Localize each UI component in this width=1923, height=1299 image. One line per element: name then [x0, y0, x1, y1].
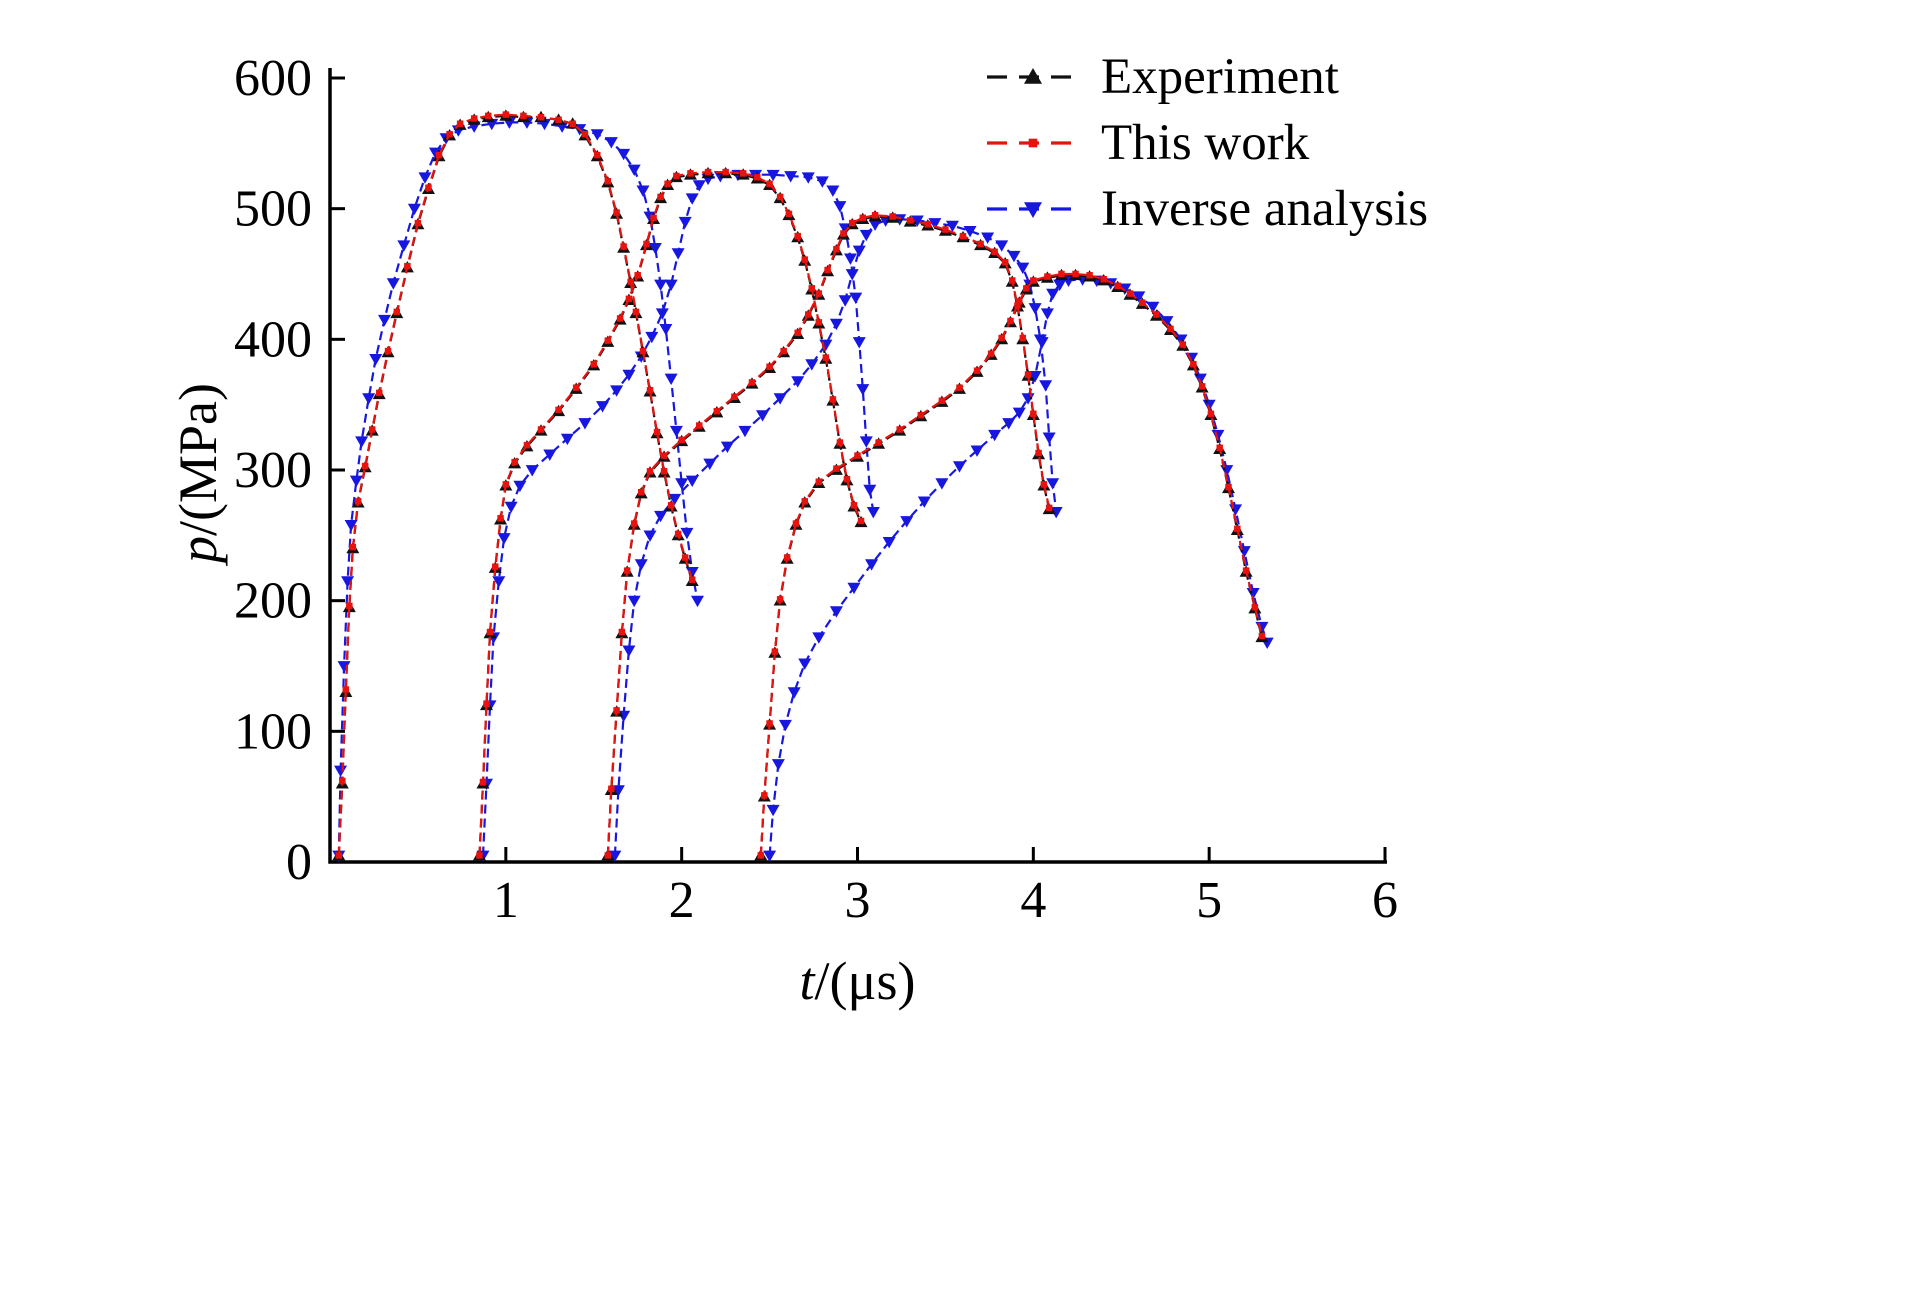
y-axis-title-symbol: p [168, 536, 228, 563]
legend: Experiment This work Inverse analysis [985, 48, 1428, 238]
legend-item-experiment: Experiment [985, 48, 1428, 106]
x-axis-title-units: /(μs) [814, 951, 916, 1011]
y-tick-label: 400 [234, 311, 312, 368]
y-axis-title-units: /(MPa) [168, 383, 228, 536]
y-tick-label: 600 [234, 50, 312, 107]
y-tick-label: 300 [234, 442, 312, 499]
x-tick-label: 6 [1372, 872, 1398, 929]
x-tick-label: 3 [845, 872, 871, 929]
legend-sample-inverse-analysis-icon [987, 202, 1079, 218]
series-this-work-markers [335, 111, 1266, 859]
y-tick-label: 0 [286, 834, 312, 891]
x-tick-label: 1 [493, 872, 519, 929]
y-tick-label: 500 [234, 181, 312, 238]
axis-ticks [330, 76, 1387, 864]
legend-label-inverse-analysis: Inverse analysis [1101, 181, 1429, 237]
y-tick-label: 200 [234, 573, 312, 630]
x-axis-title-symbol: t [799, 951, 815, 1011]
legend-item-inverse-analysis: Inverse analysis [985, 180, 1428, 238]
x-tick-label: 2 [669, 872, 695, 929]
x-tick-label: 5 [1196, 872, 1222, 929]
y-axis-title: p/(MPa) [167, 263, 229, 683]
x-axis-title: t/(μs) [330, 950, 1385, 1012]
legend-label-experiment: Experiment [1101, 49, 1339, 105]
legend-label-this-work: This work [1101, 115, 1310, 171]
legend-sample-this-work-icon [987, 138, 1079, 148]
legend-item-this-work: This work [985, 114, 1428, 172]
legend-sample-experiment-icon [987, 68, 1079, 84]
x-tick-label: 4 [1020, 872, 1046, 929]
axis-tick-labels: 1 2 3 4 5 6 0 100 200 300 400 500 600 [234, 50, 1398, 929]
y-tick-label: 100 [234, 703, 312, 760]
series-this-work [335, 111, 1266, 859]
